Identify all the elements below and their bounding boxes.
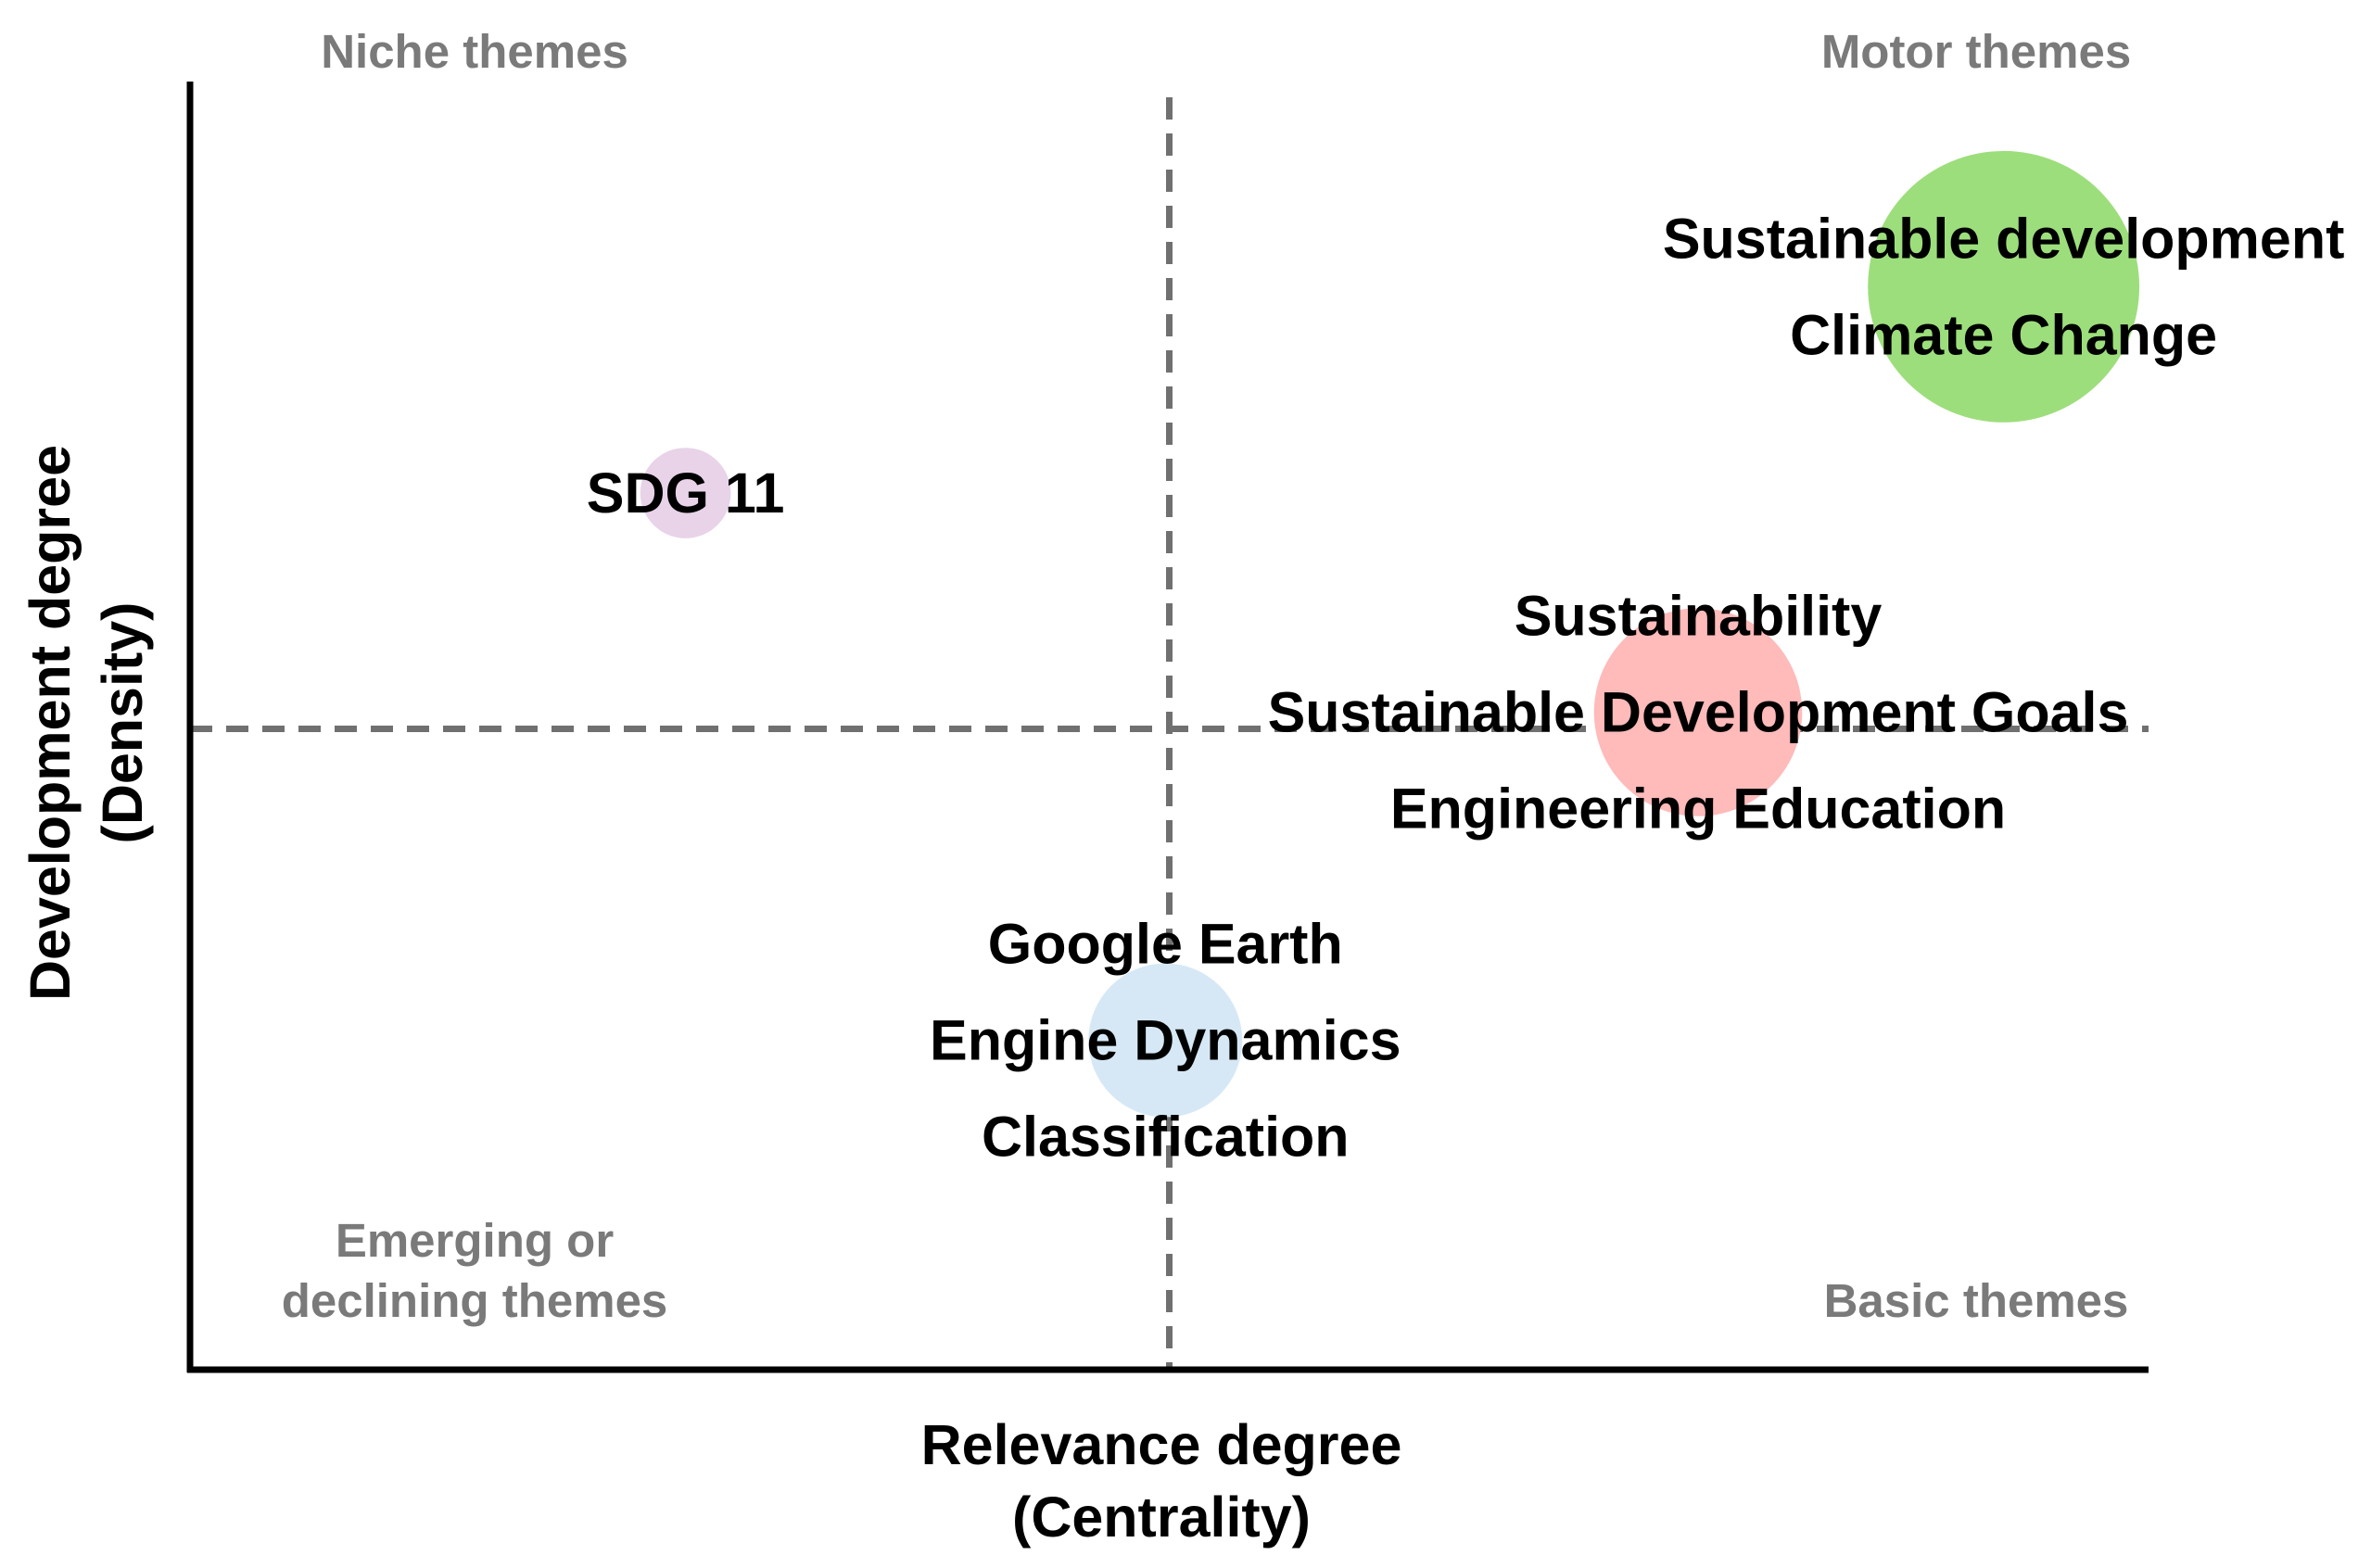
cluster-bubbles — [640, 150, 2140, 1118]
quadrant-labels: Niche themes Motor themes Emerging or decli… — [282, 25, 2131, 1327]
axis-titles: Relevance degree (Centrality) Development … — [19, 445, 1401, 1549]
x-axis-title: Relevance degree — [921, 1413, 1402, 1476]
cluster-label: Sustainable Development Goals — [1268, 681, 2129, 744]
cluster-bubble-4 — [1088, 963, 1243, 1118]
y-axis-title: (Density) — [91, 602, 154, 844]
cluster-label: Sustainable development — [1663, 207, 2345, 270]
cluster-label: Google Earth — [988, 913, 1343, 976]
cluster-bubble-2 — [640, 448, 731, 538]
x-axis-title: (Centrality) — [1012, 1486, 1311, 1549]
cluster-label: Sustainability — [1515, 585, 1883, 648]
cluster-label: Climate Change — [1790, 303, 2217, 366]
divider-lines — [190, 97, 2149, 1370]
cluster-bubble-3 — [1593, 608, 1803, 816]
axes — [186, 82, 2149, 1373]
cluster-label: Classification — [982, 1106, 1350, 1169]
cluster-bubble-1 — [1868, 150, 2140, 423]
quadrant-label-top-left: Niche themes — [321, 25, 628, 78]
cluster-label: SDG 11 — [587, 462, 785, 525]
cluster-label: Engine Dynamics — [930, 1009, 1401, 1072]
quadrant-label-bottom-right: Basic themes — [1824, 1274, 2129, 1327]
quadrant-label-top-right: Motor themes — [1821, 25, 2131, 78]
y-axis-title: Development degree — [19, 445, 82, 1001]
quadrant-label-bottom-left: declining themes — [282, 1274, 668, 1327]
quadrant-label-bottom-left: Emerging or — [336, 1214, 615, 1267]
cluster-label: Engineering Education — [1390, 778, 2006, 841]
cluster-labels: Sustainable development Climate Change SDG… — [587, 207, 2345, 1168]
